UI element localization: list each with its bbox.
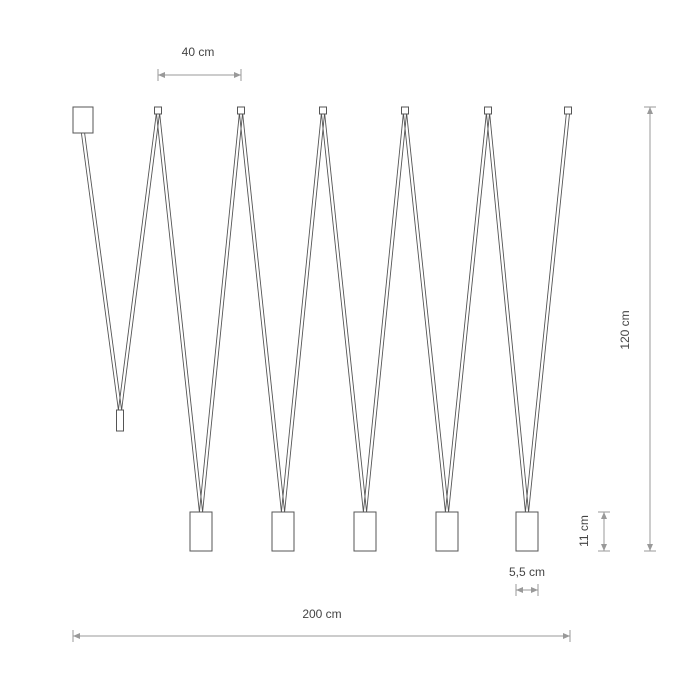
cable <box>406 112 450 513</box>
cable <box>320 112 364 513</box>
cable <box>155 112 200 513</box>
ceiling-hook <box>564 106 572 115</box>
pendant-lamp <box>189 511 213 552</box>
pendant-width-label: 5,5 cm <box>509 565 545 579</box>
cable <box>444 112 487 513</box>
cable <box>198 112 240 513</box>
total-width-label: 200 cm <box>302 607 341 621</box>
pendant-lamp <box>271 511 295 552</box>
pendant-lamp <box>435 511 459 552</box>
cable <box>202 112 244 513</box>
cable <box>117 112 157 411</box>
cable <box>242 112 286 513</box>
ceiling-hook <box>484 106 492 115</box>
pendant-height-label: 11 cm <box>577 515 591 547</box>
spacing-label: 40 cm <box>182 45 215 59</box>
cable <box>280 112 322 513</box>
cable <box>489 112 530 513</box>
small-pendant <box>116 409 124 432</box>
cable <box>402 112 446 513</box>
cable <box>284 112 326 513</box>
ceiling-hook <box>319 106 327 115</box>
cable <box>84 132 123 411</box>
cable <box>485 112 526 513</box>
cable <box>528 112 571 513</box>
cable <box>448 112 491 513</box>
pendant-lamp <box>353 511 377 552</box>
dimension-lines <box>72 69 656 642</box>
cable <box>80 132 119 411</box>
pendant-lamp <box>515 511 539 552</box>
ceiling-hook <box>401 106 409 115</box>
height-label: 120 cm <box>618 310 632 349</box>
ceiling-hook <box>154 106 162 115</box>
ceiling-hook <box>237 106 245 115</box>
cable <box>159 112 204 513</box>
cable <box>238 112 282 513</box>
cable <box>362 112 404 513</box>
cable <box>366 112 408 513</box>
ceiling-canopy <box>72 106 94 134</box>
lamp-outline <box>72 106 572 552</box>
cable <box>121 112 161 411</box>
cable <box>524 112 567 513</box>
cable <box>324 112 368 513</box>
